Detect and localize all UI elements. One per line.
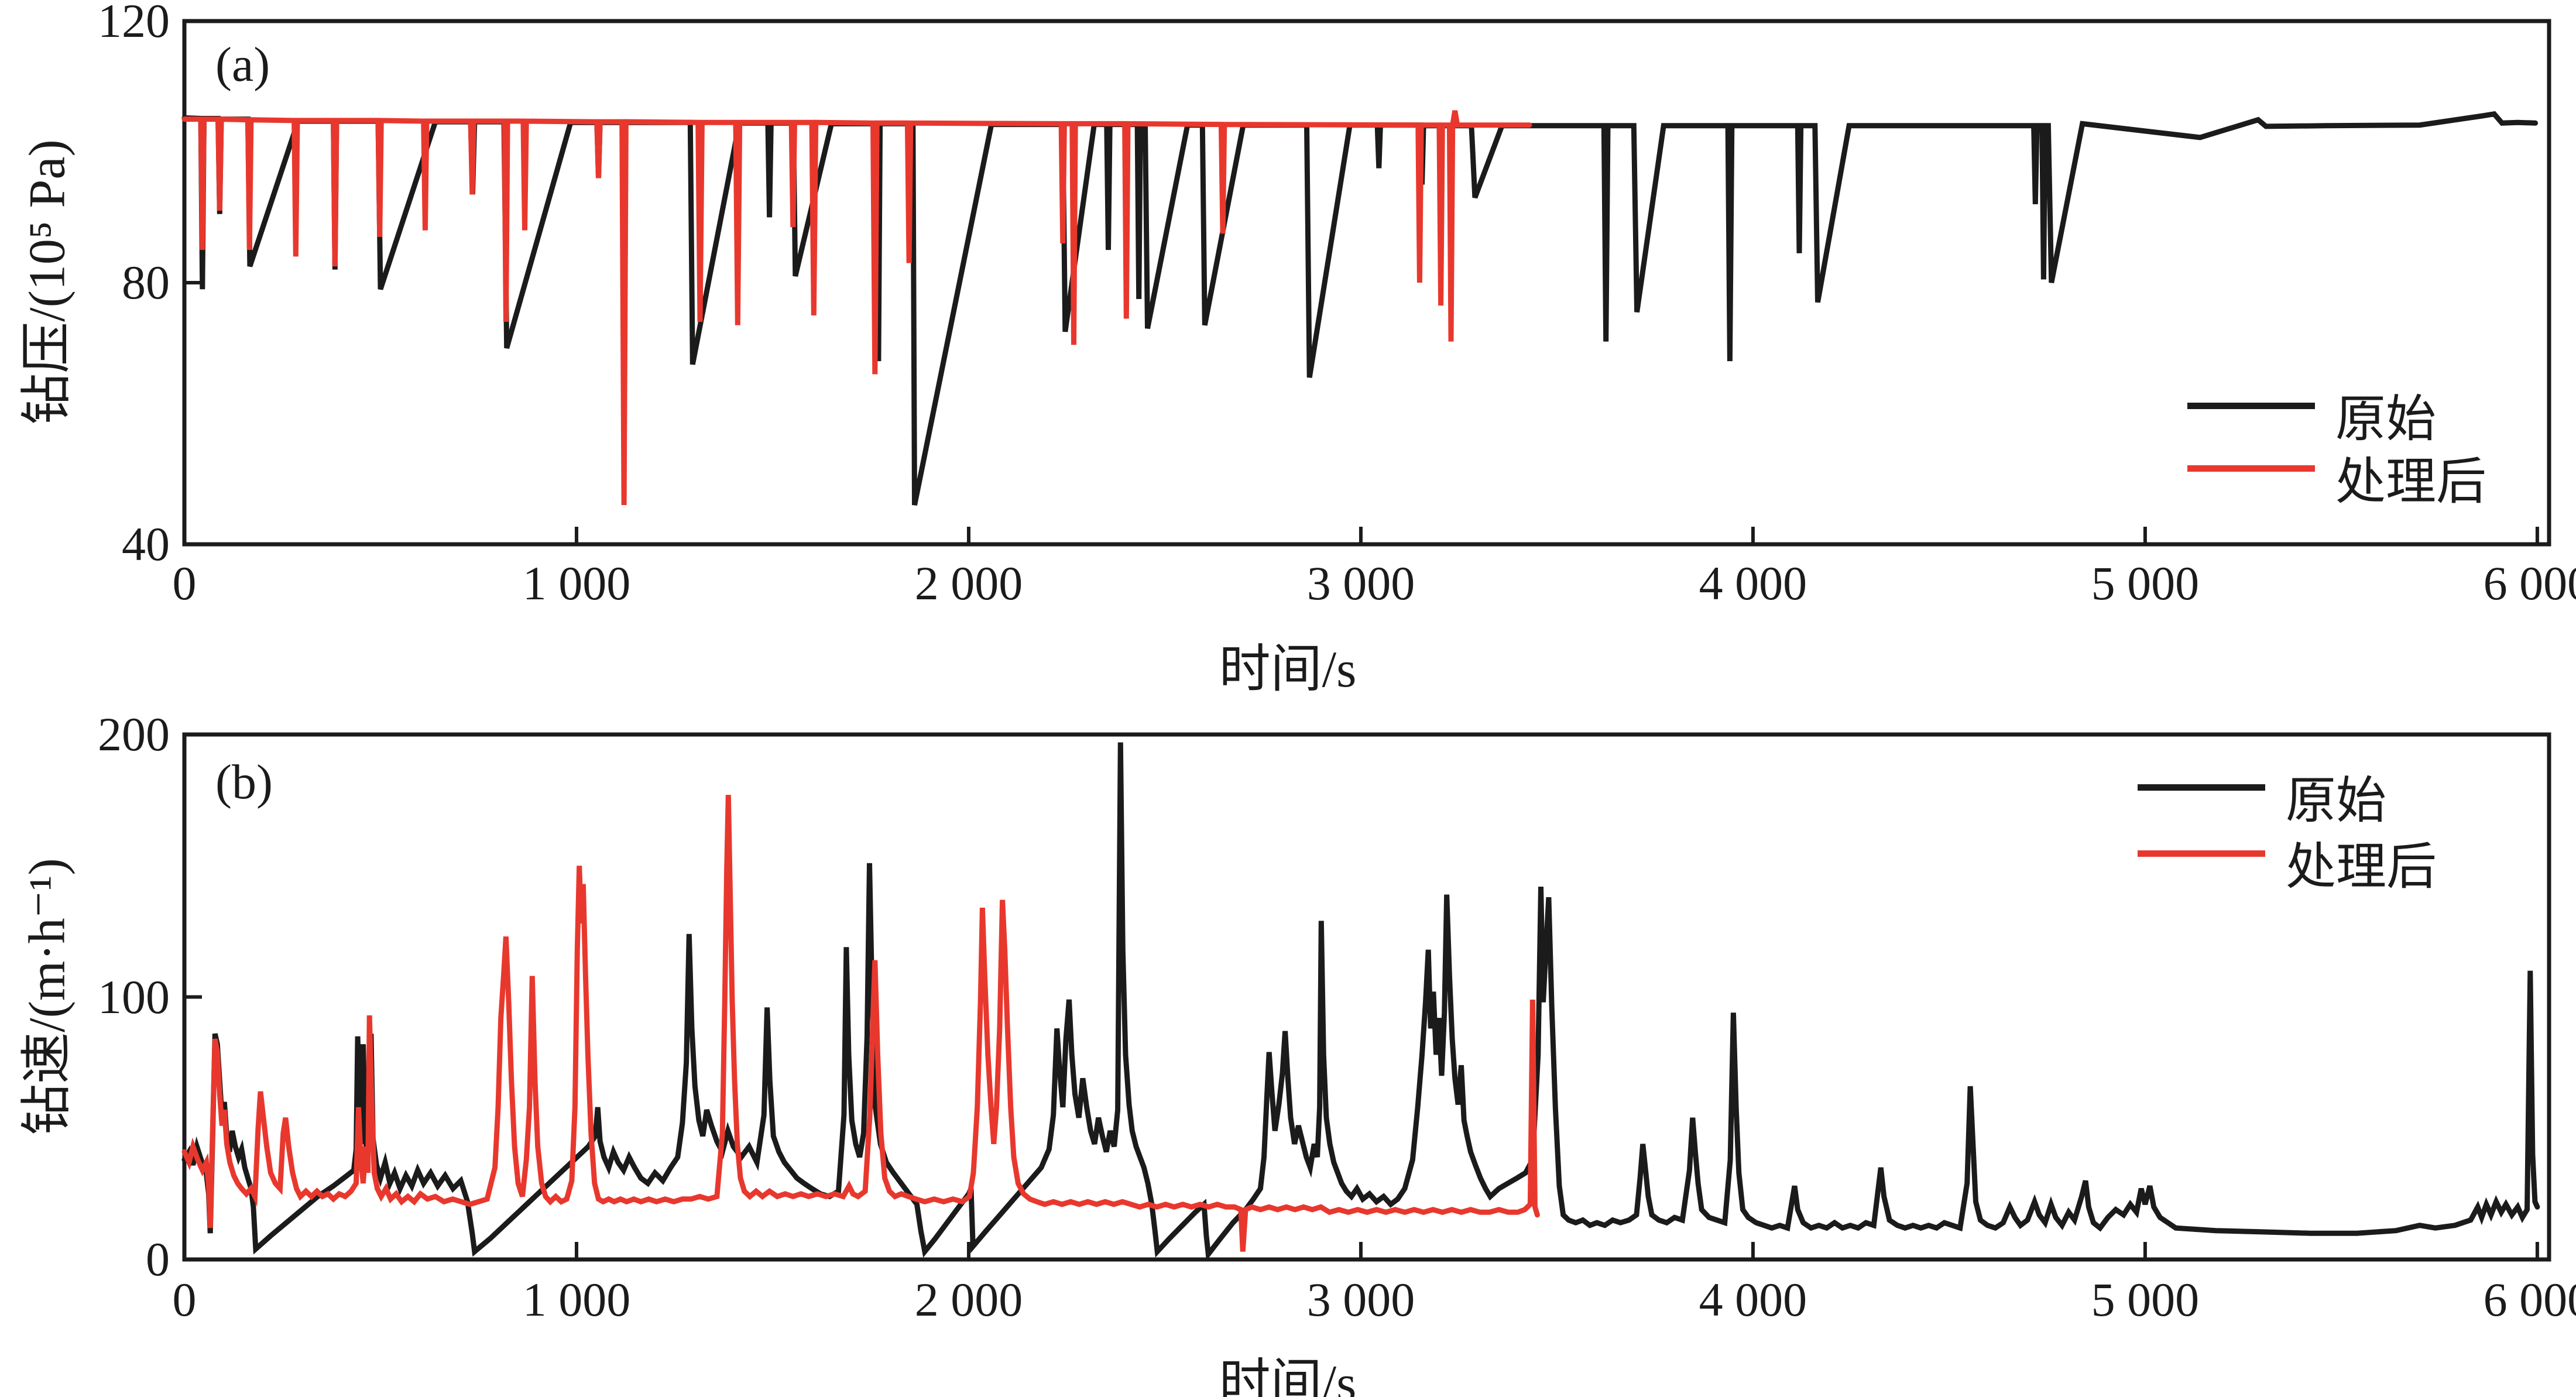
panel-a-ytick-label: 80 <box>122 256 170 309</box>
panel-a-letter: (a) <box>215 37 270 92</box>
series-original-panel-b <box>181 742 2540 1261</box>
panel-a-xtick-label: 4 000 <box>1699 557 1807 610</box>
series-original-panel-a <box>181 111 2539 506</box>
legend-b-line-processed <box>2138 850 2265 857</box>
legend-b-label-processed: 处理后 <box>2286 839 2437 895</box>
legend-a-label-original: 原始 <box>2335 391 2436 447</box>
panel-a-ytick-label: 40 <box>122 517 170 571</box>
legend-b-line-original <box>2138 784 2265 791</box>
panel-b-ytick-label: 0 <box>146 1233 170 1286</box>
panel-b-xtick-label: 6 000 <box>2483 1273 2576 1326</box>
panel-b-xtick-label: 2 000 <box>914 1273 1023 1326</box>
panel-a-xtick-label: 0 <box>172 557 197 610</box>
panel-b-ytick-label: 100 <box>98 970 170 1024</box>
legend-b-label-original: 原始 <box>2286 773 2386 829</box>
panel-b-xtick-label: 4 000 <box>1699 1273 1807 1326</box>
panel-b-letter: (b) <box>215 755 273 809</box>
series-processed-panel-a <box>181 110 1532 506</box>
panel-a-xtick-label: 6 000 <box>2483 557 2576 610</box>
panel-b-xtick-label: 3 000 <box>1306 1273 1415 1326</box>
legend-a-line-processed <box>2187 465 2315 472</box>
panel-b-ytick-label: 200 <box>98 708 170 761</box>
panel-b-xtick-label: 0 <box>172 1273 197 1326</box>
panel-b-xlabel: 时间/s <box>1219 1355 1357 1397</box>
panel-a-xtick-label: 2 000 <box>914 557 1023 610</box>
panel-a-xtick-label: 5 000 <box>2091 557 2200 610</box>
series-processed-panel-b <box>181 795 1540 1252</box>
panel-b-xtick-label: 5 000 <box>2091 1273 2200 1326</box>
panel-a-xtick-label: 1 000 <box>522 557 631 610</box>
legend-a-line-original <box>2187 403 2315 409</box>
panel-a-ytick-label: 120 <box>98 0 170 47</box>
legend-a-label-processed: 处理后 <box>2335 454 2486 510</box>
panel-a-xtick-label: 3 000 <box>1306 557 1415 610</box>
panel-a-xlabel: 时间/s <box>1219 641 1357 698</box>
panel-b-xtick-label: 1 000 <box>522 1273 631 1326</box>
